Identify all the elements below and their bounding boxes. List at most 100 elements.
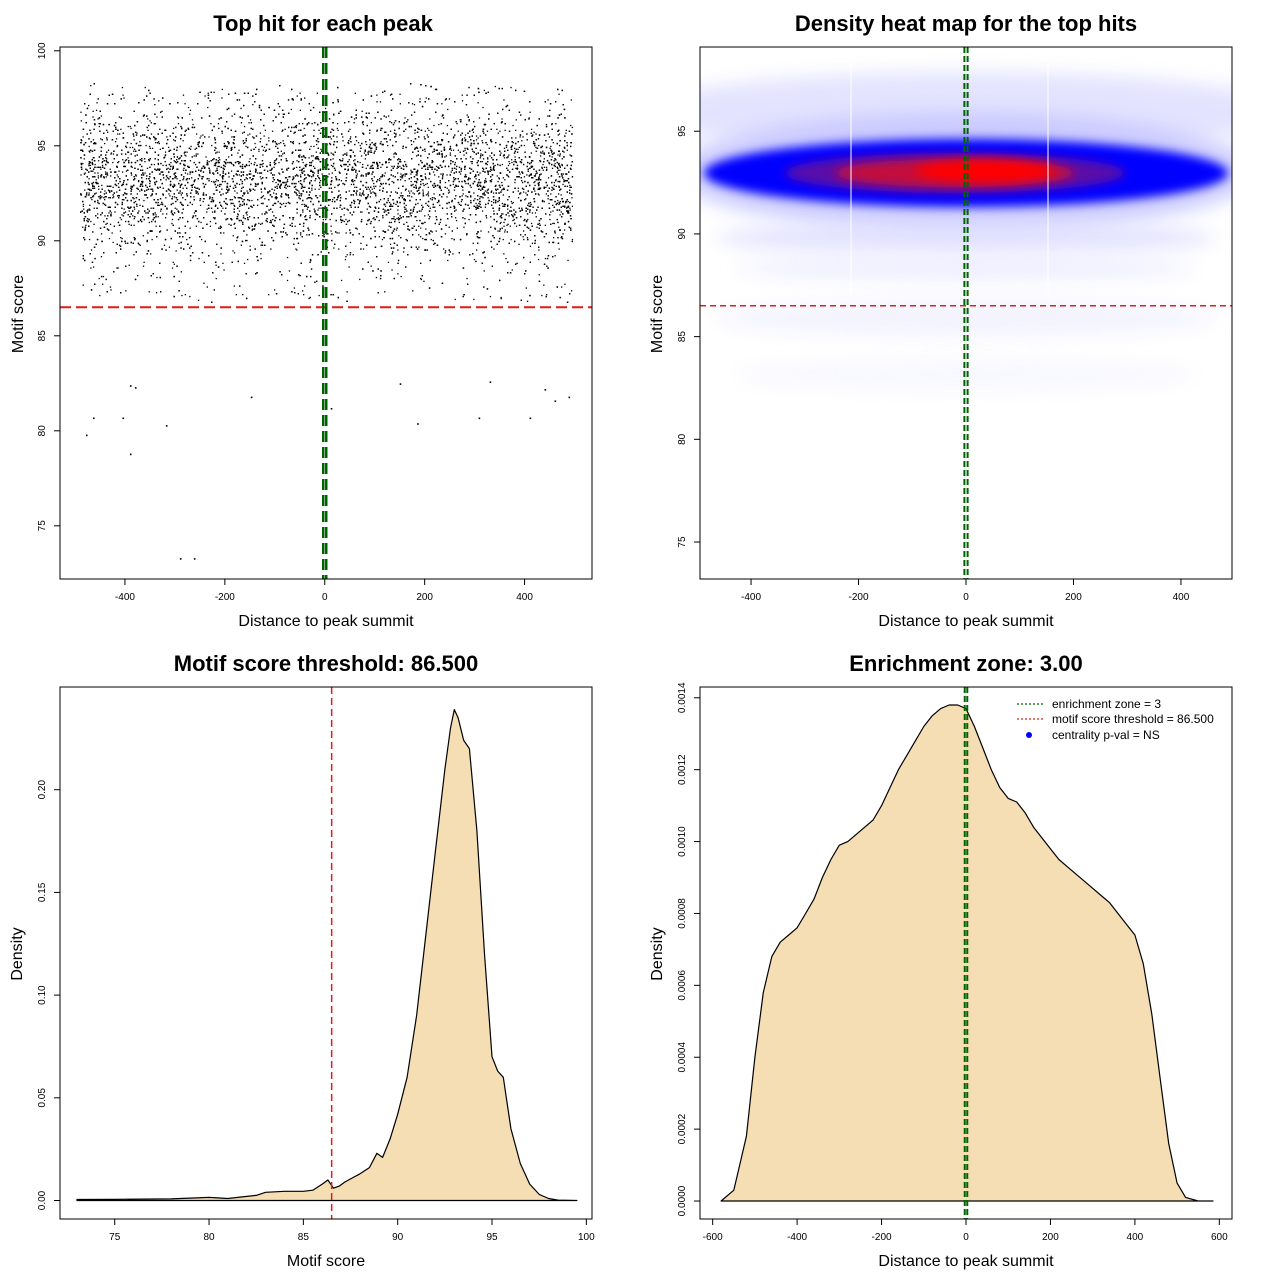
- scatter-point: [173, 127, 175, 130]
- scatter-point: [314, 218, 316, 221]
- scatter-point: [520, 159, 523, 161]
- scatter-point: [426, 182, 428, 185]
- scatter-point: [483, 194, 485, 196]
- scatter-point: [460, 119, 462, 121]
- scatter-point: [405, 204, 407, 206]
- scatter-point: [100, 168, 102, 170]
- scatter-point: [538, 177, 540, 179]
- scatter-point: [149, 182, 151, 185]
- scatter-point: [349, 128, 351, 130]
- scatter-point: [292, 176, 294, 178]
- scatter-point: [146, 152, 148, 154]
- scatter-point: [530, 128, 533, 130]
- scatter-point: [481, 161, 483, 163]
- scatter-point: [504, 129, 506, 131]
- scatter-point: [361, 174, 363, 176]
- scatter-point: [238, 174, 240, 176]
- scatter-point: [516, 168, 518, 170]
- scatter-point: [204, 166, 206, 168]
- scatter-point: [351, 169, 353, 171]
- scatter-point: [411, 103, 414, 105]
- scatter-point: [339, 206, 341, 208]
- scatter-point: [131, 186, 133, 188]
- scatter-point: [570, 99, 572, 101]
- scatter-point: [98, 185, 100, 187]
- scatter-point: [387, 198, 389, 200]
- scatter-point: [97, 172, 99, 174]
- scatter-point: [410, 169, 412, 171]
- scatter-point: [209, 196, 211, 198]
- scatter-point: [100, 233, 103, 235]
- scatter-point: [497, 180, 499, 183]
- scatter-point: [428, 218, 430, 220]
- scatter-point: [117, 267, 119, 269]
- scatter-point: [310, 169, 312, 171]
- scatter-point: [542, 231, 544, 233]
- scatter-point: [507, 175, 509, 177]
- scatter-point: [354, 186, 356, 188]
- scatter-point: [360, 211, 362, 213]
- scatter-point: [329, 143, 332, 146]
- scatter-point: [336, 127, 338, 130]
- scatter-point: [101, 161, 103, 164]
- scatter-point: [169, 168, 171, 170]
- scatter-point: [113, 196, 115, 198]
- scatter-point: [295, 124, 298, 127]
- scatter-point: [203, 282, 205, 284]
- scatter-point: [104, 215, 106, 217]
- scatter-point: [293, 126, 295, 129]
- scatter-point: [373, 185, 375, 187]
- scatter-point: [210, 123, 212, 125]
- scatter-point: [512, 124, 514, 127]
- scatter-point: [89, 164, 92, 167]
- scatter-point: [273, 192, 275, 194]
- scatter-point: [569, 184, 571, 187]
- scatter-point: [343, 220, 345, 223]
- scatter-point: [404, 180, 406, 182]
- scatter-point: [513, 161, 515, 163]
- scatter-point: [558, 93, 560, 95]
- scatter-point: [318, 129, 320, 131]
- scatter-point: [96, 166, 98, 168]
- scatter-point: [333, 114, 335, 116]
- scatter-point: [381, 238, 384, 241]
- scatter-point: [422, 237, 424, 240]
- scatter-point: [544, 257, 547, 260]
- scatter-point: [345, 218, 347, 221]
- scatter-point: [400, 173, 402, 175]
- scatter-point: [354, 180, 356, 182]
- scatter-point: [164, 161, 166, 163]
- scatter-point: [283, 142, 285, 145]
- scatter-point: [255, 185, 257, 187]
- scatter-point: [249, 133, 251, 135]
- scatter-point: [403, 251, 405, 253]
- scatter-point: [553, 237, 555, 239]
- scatter-point: [535, 146, 537, 149]
- scatter-point: [156, 276, 158, 279]
- scatter-point: [171, 222, 173, 225]
- scatter-point: [254, 142, 256, 145]
- scatter-point: [542, 163, 544, 166]
- scatter-point: [149, 120, 151, 122]
- scatter-point: [92, 139, 95, 141]
- scatter-point: [168, 189, 170, 191]
- scatter-point: [213, 181, 215, 184]
- scatter-point: [529, 245, 532, 247]
- scatter-point: [477, 102, 479, 104]
- scatter-point: [228, 223, 230, 225]
- scatter-point: [559, 144, 561, 147]
- scatter-point: [274, 289, 276, 291]
- scatter-point: [92, 163, 94, 166]
- scatter-point: [455, 219, 458, 222]
- scatter-point: [380, 176, 382, 178]
- scatter-point: [354, 159, 356, 161]
- scatter-point: [125, 220, 127, 223]
- scatter-point: [457, 149, 459, 151]
- scatter-point: [517, 187, 519, 189]
- scatter-point: [122, 215, 125, 217]
- scatter-point: [478, 202, 480, 205]
- scatter-point: [230, 170, 233, 172]
- scatter-point: [328, 199, 330, 202]
- scatter-point: [197, 153, 199, 155]
- scatter-point: [553, 222, 555, 225]
